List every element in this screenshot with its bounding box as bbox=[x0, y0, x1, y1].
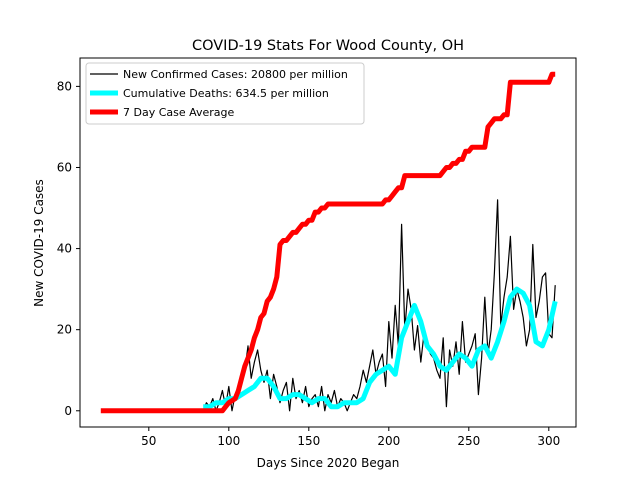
x-tick-label: 200 bbox=[377, 434, 400, 448]
x-tick-label: 50 bbox=[141, 434, 156, 448]
x-axis: 50 100 150 200 250 300 bbox=[141, 427, 560, 448]
series-new-cases bbox=[202, 199, 556, 412]
y-axis-label: New COVID-19 Cases bbox=[32, 179, 46, 307]
y-axis: 0 20 40 60 80 bbox=[57, 79, 80, 418]
x-tick-label: 100 bbox=[217, 434, 240, 448]
y-tick-label: 40 bbox=[57, 242, 72, 256]
x-tick-label: 250 bbox=[457, 434, 480, 448]
chart-title: COVID-19 Stats For Wood County, OH bbox=[192, 38, 464, 54]
legend-label-avg: 7 Day Case Average bbox=[123, 106, 235, 119]
y-tick-label: 60 bbox=[57, 160, 72, 174]
y-tick-label: 80 bbox=[57, 79, 72, 93]
series-deaths bbox=[203, 286, 558, 410]
plot-frame bbox=[79, 57, 577, 428]
y-tick-label: 20 bbox=[57, 323, 72, 337]
legend: New Confirmed Cases: 20800 per million C… bbox=[85, 62, 365, 125]
legend-label-deaths: Cumulative Deaths: 634.5 per million bbox=[123, 87, 329, 100]
legend-box bbox=[85, 62, 365, 125]
legend-label-new-cases: New Confirmed Cases: 20800 per million bbox=[123, 68, 348, 81]
x-axis-label: Days Since 2020 Began bbox=[257, 456, 400, 470]
plot-area bbox=[79, 57, 577, 428]
y-tick-label: 0 bbox=[64, 404, 72, 418]
series-7day-average bbox=[100, 71, 556, 414]
x-tick-label: 300 bbox=[537, 434, 560, 448]
x-tick-label: 150 bbox=[297, 434, 320, 448]
